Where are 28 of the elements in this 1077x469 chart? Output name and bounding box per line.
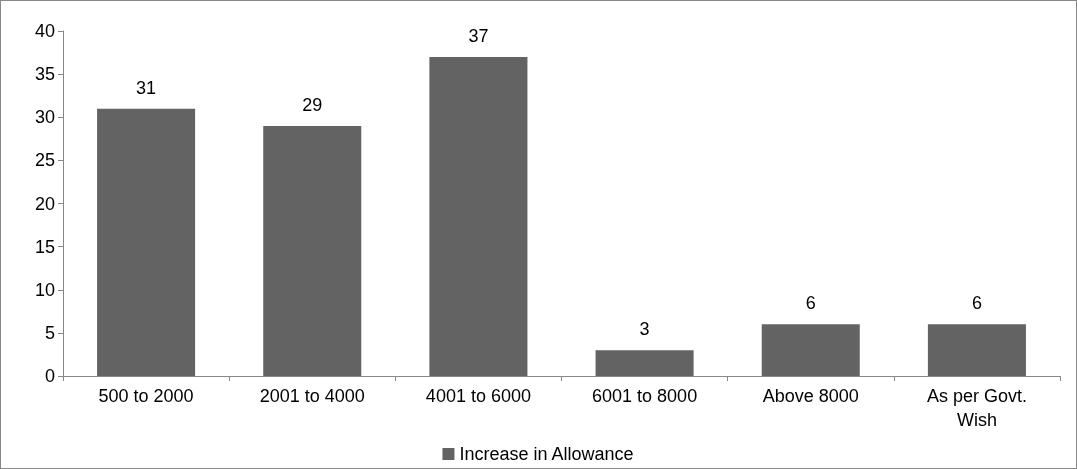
- y-tick-label: 35: [34, 64, 55, 85]
- x-tick-label: 6001 to 8000: [592, 386, 698, 406]
- bar: [595, 350, 694, 376]
- data-label: 6: [805, 293, 816, 314]
- bar: [927, 324, 1026, 376]
- y-tick-label: 10: [34, 279, 55, 300]
- data-label: 6: [971, 293, 982, 314]
- data-label: 31: [136, 77, 157, 98]
- y-tick-label: 5: [44, 322, 55, 343]
- y-tick-label: 25: [34, 150, 55, 171]
- y-tick-label: 30: [34, 107, 55, 128]
- bar: [761, 324, 860, 376]
- x-tick-label: 2001 to 4000: [259, 386, 365, 406]
- bar: [263, 125, 362, 376]
- bar: [429, 56, 528, 376]
- x-tick-label: 4001 to 6000: [425, 386, 531, 406]
- y-tick-label: 15: [34, 236, 55, 257]
- y-tick-label: 20: [34, 193, 55, 214]
- data-label: 3: [639, 319, 650, 340]
- data-label: 37: [468, 25, 489, 46]
- y-tick-label: 0: [44, 366, 55, 386]
- x-tick-label: As per Govt. Wish: [926, 386, 1027, 430]
- y-tick-label: 40: [34, 21, 55, 41]
- bar: [97, 108, 196, 376]
- x-tick-label: 500 to 2000: [98, 386, 194, 406]
- x-tick-label: Above 8000: [762, 386, 859, 406]
- data-label: 29: [302, 94, 323, 115]
- legend-label: Increase in Allowance: [459, 444, 634, 464]
